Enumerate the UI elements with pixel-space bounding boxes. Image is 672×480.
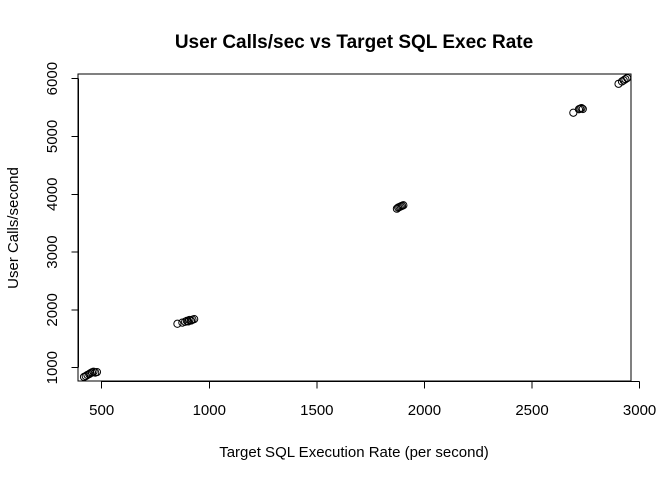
y-tick-label: 6000 xyxy=(44,62,61,95)
x-tick-label: 1000 xyxy=(193,402,226,419)
x-tick-label: 2000 xyxy=(408,402,441,419)
y-tick-label: 4000 xyxy=(44,178,61,211)
y-axis-label: User Calls/second xyxy=(5,167,22,289)
data-point xyxy=(92,367,102,377)
chart-title: User Calls/sec vs Target SQL Exec Rate xyxy=(175,32,533,53)
x-tick-label: 1500 xyxy=(300,402,333,419)
x-tick-label: 500 xyxy=(89,402,114,419)
y-tick-label: 1000 xyxy=(44,351,61,384)
y-tick-label: 3000 xyxy=(44,235,61,268)
data-point xyxy=(621,75,630,84)
y-axis: 1000 2000 3000 4000 5000 6000 xyxy=(44,62,79,384)
data-point xyxy=(623,73,632,83)
data-point xyxy=(578,104,587,114)
plot-area-frame xyxy=(77,73,632,382)
x-axis-label: Target SQL Execution Rate (per second) xyxy=(219,444,489,461)
x-tick-label: 3000 xyxy=(623,402,656,419)
data-point xyxy=(89,367,98,376)
y-tick-label: 5000 xyxy=(44,120,61,153)
data-point xyxy=(577,104,586,113)
y-tick-label: 2000 xyxy=(44,293,61,326)
x-tick-label: 2500 xyxy=(515,402,548,419)
data-point xyxy=(190,315,199,324)
data-points xyxy=(79,73,632,382)
data-point xyxy=(399,201,408,210)
data-point xyxy=(173,319,182,328)
x-axis: 500 1000 1500 2000 2500 3000 xyxy=(89,381,656,419)
data-point xyxy=(181,317,190,326)
